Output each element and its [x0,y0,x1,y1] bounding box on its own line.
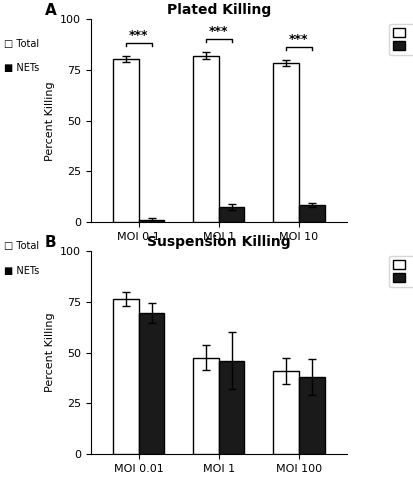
Text: A: A [45,3,57,18]
Bar [273,63,299,222]
Y-axis label: Percent Killing: Percent Killing [45,313,55,392]
Text: B: B [45,235,57,250]
Text: □ Total: □ Total [4,242,39,252]
Text: ***: *** [209,25,229,38]
Bar [113,59,139,222]
Legend: Total, NETs: Total, NETs [389,256,413,287]
Bar [219,361,244,454]
Text: ***: *** [289,33,309,46]
Bar [139,220,164,222]
Text: ■ NETs: ■ NETs [4,63,39,73]
Bar [299,205,325,222]
Y-axis label: Percent Killing: Percent Killing [45,81,55,160]
Title: Plated Killing: Plated Killing [167,3,271,17]
Legend: Total, NETs: Total, NETs [389,24,413,55]
Bar [193,56,219,222]
Bar [113,299,139,454]
Bar [219,207,244,222]
Text: ***: *** [129,28,149,42]
Text: □ Total: □ Total [4,39,39,49]
Bar [193,357,219,454]
Bar [299,377,325,454]
Title: Suspension Killing: Suspension Killing [147,235,291,249]
Bar [273,371,299,454]
Text: ■ NETs: ■ NETs [4,266,39,276]
Bar [139,313,164,454]
